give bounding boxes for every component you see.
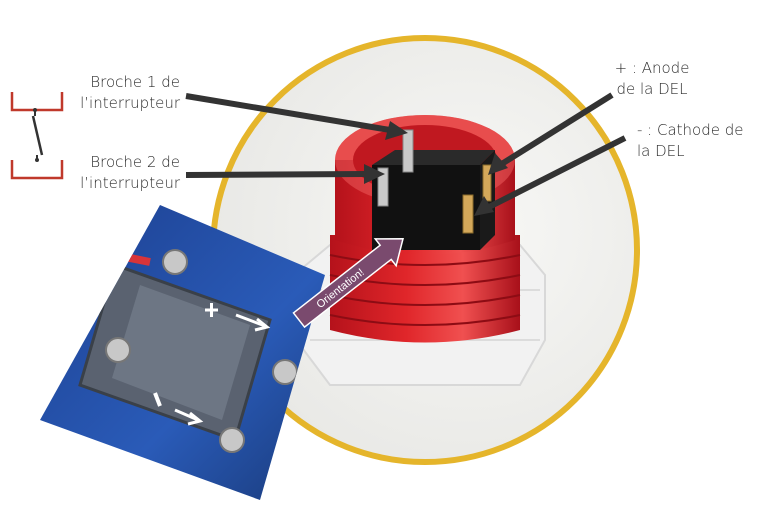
terminals [377,129,492,234]
inset-photo [40,205,325,500]
anode-label-line1: + : Anode [614,59,690,77]
cathode-label-line2: la DEL [637,142,685,160]
pin1-label-line2: l’interrupteur [80,94,180,112]
inset-plus-mark [205,303,218,317]
cathode-label: - : Cathode de la DEL [637,120,759,162]
switch-schematic-icon [10,92,64,180]
cathode-arrow [485,135,627,211]
cathode-terminal [462,194,474,234]
inset-minus-mark [153,392,162,407]
pin2-label-line2: l’interrupteur [80,174,180,192]
anode-label: + : Anode de la DEL [602,58,702,100]
pin1-label: Broche 1 de l’interrupteur [60,72,180,114]
anode-arrow [498,92,614,168]
cathode-label-line1: - : Cathode de [637,121,744,139]
pin1-terminal [402,129,414,173]
microswitch [372,150,495,250]
pin2-label-line1: Broche 2 de [90,153,180,171]
callout-arrows [185,92,627,216]
pin1-arrow [185,93,391,133]
pin2-arrow [185,171,366,178]
pin2-terminal [377,167,389,207]
pin2-label: Broche 2 de l’interrupteur [60,152,180,194]
anode-label-line2: de la DEL [616,80,688,98]
pin1-label-line1: Broche 1 de [90,73,180,91]
